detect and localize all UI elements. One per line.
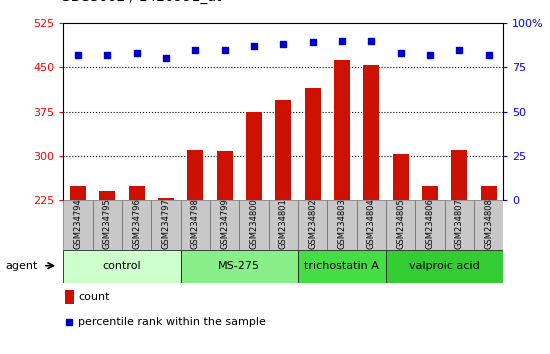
Bar <box>65 290 74 304</box>
Bar <box>210 200 239 250</box>
Bar <box>393 154 409 200</box>
Text: GSM234804: GSM234804 <box>367 199 376 249</box>
Text: GSM234797: GSM234797 <box>161 198 170 249</box>
Bar <box>122 200 151 250</box>
Point <box>65 319 74 325</box>
Bar <box>268 200 298 250</box>
Bar <box>422 187 438 200</box>
Bar <box>415 200 444 250</box>
Point <box>132 50 141 56</box>
Bar <box>474 200 503 250</box>
Text: GSM234800: GSM234800 <box>249 199 258 249</box>
Text: GSM234795: GSM234795 <box>103 199 112 249</box>
Bar <box>99 191 116 200</box>
Bar <box>298 200 327 250</box>
Bar <box>481 187 497 200</box>
Bar <box>239 200 268 250</box>
Text: GSM234801: GSM234801 <box>279 199 288 249</box>
Point <box>162 56 170 61</box>
Text: GSM234805: GSM234805 <box>396 199 405 249</box>
Text: GSM234807: GSM234807 <box>455 198 464 249</box>
Text: agent: agent <box>5 261 37 271</box>
Text: GSM234794: GSM234794 <box>73 199 82 249</box>
Bar <box>327 200 356 250</box>
Text: GSM234806: GSM234806 <box>425 198 435 249</box>
Bar <box>334 60 350 200</box>
Bar <box>305 88 321 200</box>
Text: GSM234803: GSM234803 <box>337 198 346 249</box>
Point <box>250 43 258 49</box>
Bar <box>180 200 210 250</box>
Bar <box>187 150 204 200</box>
Bar <box>356 200 386 250</box>
Text: GDS3002 / 1420991_at: GDS3002 / 1420991_at <box>60 0 222 4</box>
Text: valproic acid: valproic acid <box>409 261 480 272</box>
Text: GSM234808: GSM234808 <box>484 198 493 249</box>
Bar <box>63 200 92 250</box>
Text: count: count <box>78 292 109 302</box>
Text: trichostatin A: trichostatin A <box>305 261 380 272</box>
Point <box>279 41 288 47</box>
Bar <box>451 150 468 200</box>
Point <box>484 52 493 58</box>
Bar <box>363 65 379 200</box>
Text: GSM234796: GSM234796 <box>132 198 141 249</box>
Bar <box>386 200 415 250</box>
Text: percentile rank within the sample: percentile rank within the sample <box>78 317 266 327</box>
Bar <box>92 200 122 250</box>
Point <box>455 47 464 52</box>
Text: GSM234802: GSM234802 <box>308 199 317 249</box>
Point <box>338 38 346 44</box>
Point <box>367 38 376 44</box>
Bar <box>158 198 174 200</box>
Bar <box>386 250 503 283</box>
Bar <box>180 250 298 283</box>
Bar <box>217 151 233 200</box>
Point <box>426 52 434 58</box>
Point <box>220 47 229 52</box>
Point <box>74 52 82 58</box>
Point <box>191 47 200 52</box>
Point <box>396 50 405 56</box>
Text: GSM234798: GSM234798 <box>191 198 200 249</box>
Bar <box>444 200 474 250</box>
Point <box>103 52 112 58</box>
Text: MS-275: MS-275 <box>218 261 260 272</box>
Bar <box>63 250 180 283</box>
Bar <box>70 187 86 200</box>
Point <box>308 40 317 45</box>
Text: control: control <box>103 261 141 272</box>
Bar <box>151 200 180 250</box>
Bar <box>275 100 292 200</box>
Bar <box>298 250 386 283</box>
Text: GSM234799: GSM234799 <box>220 199 229 249</box>
Bar <box>246 112 262 200</box>
Bar <box>129 187 145 200</box>
